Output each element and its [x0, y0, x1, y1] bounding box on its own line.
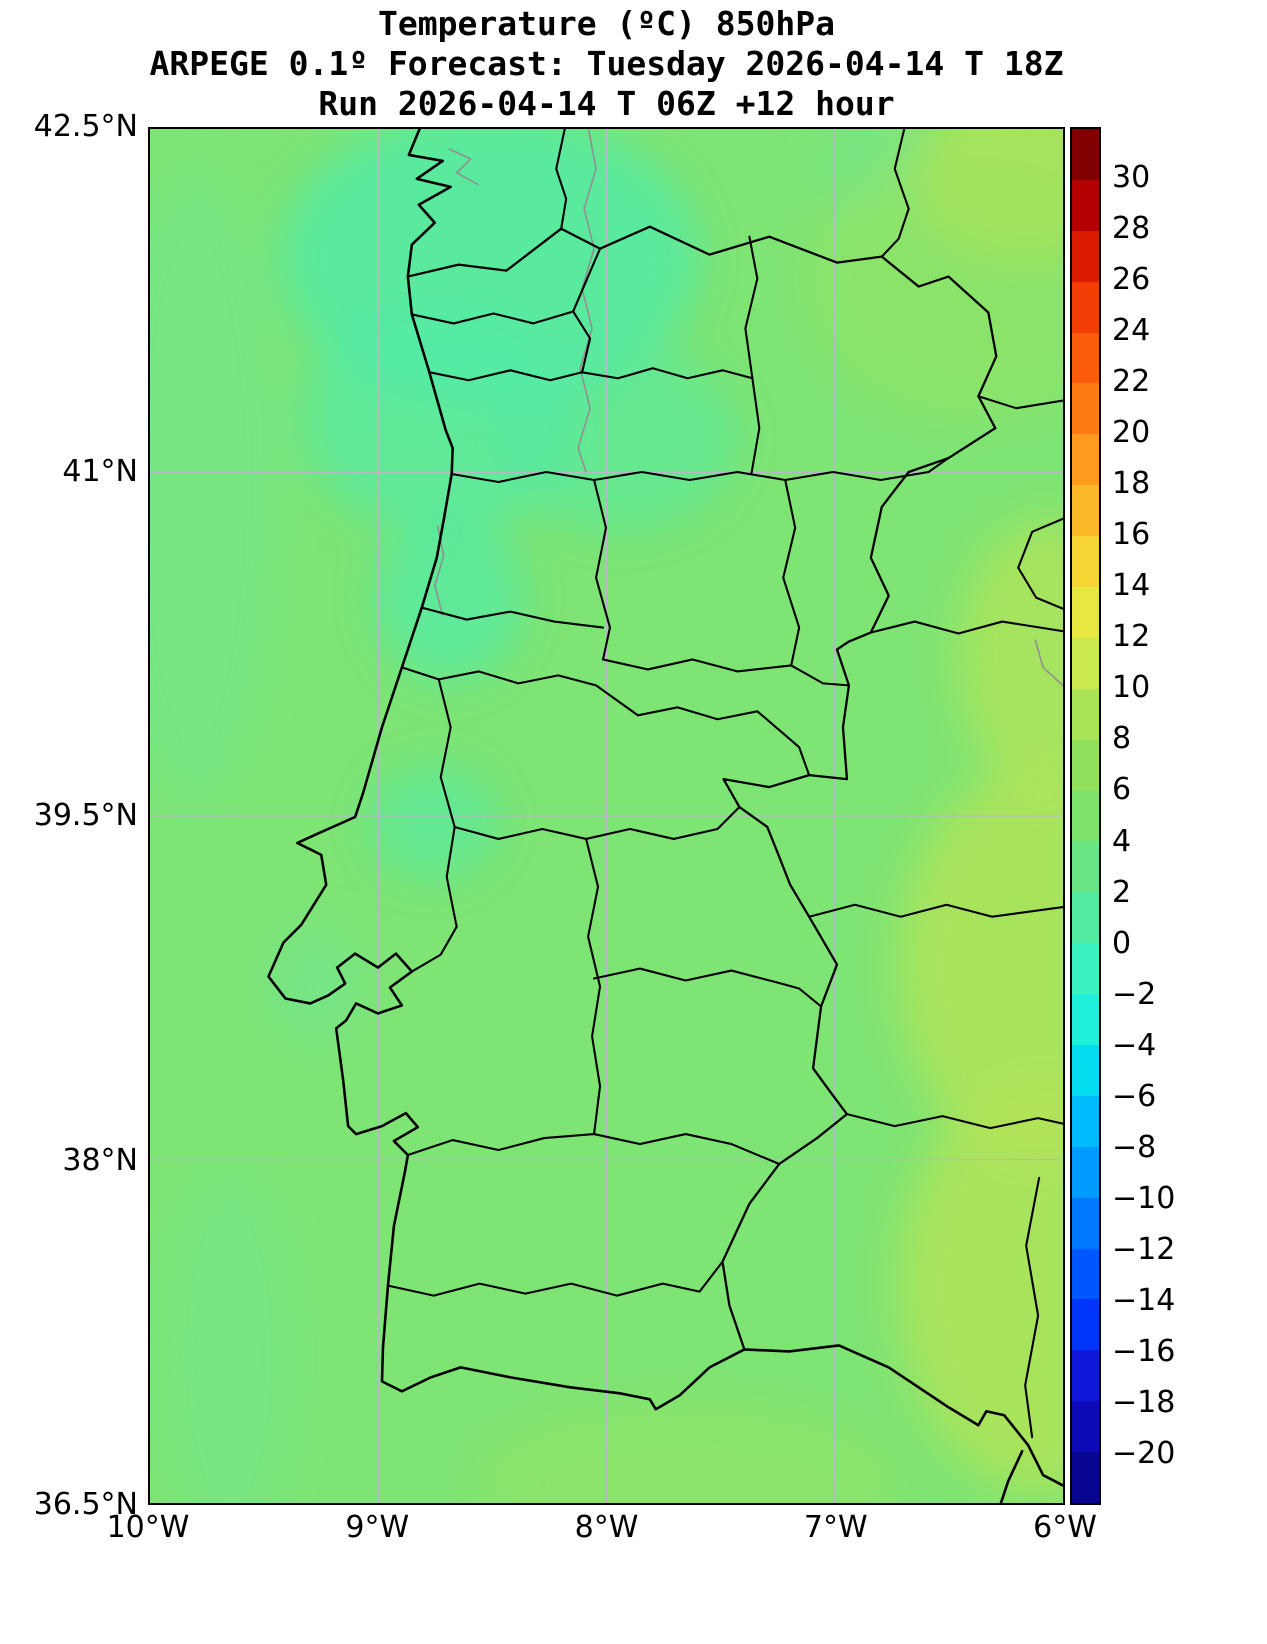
title-line-3: Run 2026-04-14 T 06Z +12 hour — [318, 84, 895, 123]
colorbar-band — [1072, 434, 1099, 486]
colorbar — [1070, 127, 1101, 1505]
y-tick-label: 41°N — [62, 453, 138, 489]
temperature-blob — [807, 139, 1063, 419]
temperature-blob — [896, 1076, 1063, 1495]
colorbar-band — [1072, 1350, 1099, 1402]
title-line-2: ARPEGE 0.1º Forecast: Tuesday 2026-04-14… — [149, 44, 1064, 83]
temperature-blob — [896, 767, 1063, 1166]
grid-lines — [150, 129, 1063, 1503]
colorbar-band — [1072, 1401, 1099, 1453]
temperature-blob — [159, 1166, 300, 1503]
colorbar-band — [1072, 1045, 1099, 1096]
colorbar-tick-label: 10 — [1112, 670, 1151, 706]
colorbar-tick-label: 0 — [1112, 925, 1132, 961]
temperature-blob — [264, 921, 365, 1052]
colorbar-tick-label: −6 — [1112, 1078, 1157, 1114]
figure-title: Temperature (ºC) 850hPa ARPEGE 0.1º Fore… — [148, 4, 1065, 124]
colorbar-tick-label: 4 — [1112, 823, 1132, 859]
colorbar-band — [1072, 790, 1099, 842]
boundaries-group — [267, 129, 1063, 1503]
coastline-path — [267, 129, 1063, 1487]
colorbar-band — [1072, 1299, 1099, 1351]
map-plot-area — [148, 127, 1065, 1505]
colorbar-tick-label: −14 — [1112, 1282, 1176, 1318]
y-tick-label: 42.5°N — [33, 109, 138, 144]
colorbar-tick-label: 6 — [1112, 772, 1132, 808]
colorbar-tick-label: −10 — [1112, 1180, 1176, 1216]
colorbar-band — [1072, 179, 1099, 231]
colorbar-band — [1072, 943, 1099, 995]
title-line-1: Temperature (ºC) 850hPa — [378, 4, 835, 43]
colorbar-band — [1072, 1095, 1099, 1147]
x-tick-label: 7°W — [803, 1510, 868, 1545]
colorbar-band — [1072, 994, 1099, 1046]
colorbar-band — [1072, 1197, 1099, 1249]
colorbar-band — [1072, 739, 1099, 791]
district-boundaries-group — [386, 235, 950, 1297]
colorbar-tick-label: 24 — [1112, 313, 1151, 349]
colorbar-tick-label: −16 — [1112, 1333, 1176, 1369]
colorbar-band — [1072, 1248, 1099, 1300]
y-tick-label: 38°N — [62, 1142, 138, 1178]
x-tick-label: 10°W — [106, 1510, 190, 1545]
colorbar-band — [1072, 383, 1099, 435]
colorbar-band — [1072, 688, 1099, 740]
y-tick-label: 36.5°N — [33, 1487, 138, 1522]
temperature-map-canvas — [150, 129, 1063, 1503]
colorbar-tick-label: 18 — [1112, 466, 1151, 502]
temperature-blob — [374, 512, 524, 683]
colorbar-tick-label: 20 — [1112, 415, 1151, 451]
colorbar-tick-label: 26 — [1112, 262, 1151, 298]
colorbar-tick-label: 14 — [1112, 568, 1151, 604]
river-minho — [577, 129, 597, 473]
colorbar-band — [1072, 1146, 1099, 1198]
temperature-field-blobs — [150, 129, 1063, 1503]
colorbar-tick-label: 12 — [1112, 619, 1151, 655]
colorbar-tick-label: −8 — [1112, 1129, 1157, 1165]
colorbar-band — [1072, 587, 1099, 638]
portugal-spain-border-path — [406, 225, 998, 1351]
colorbar-tick-label: 8 — [1112, 721, 1132, 757]
colorbar-tick-label: −2 — [1112, 976, 1157, 1012]
colorbar-band — [1072, 841, 1099, 893]
coastline-spur — [999, 1449, 1024, 1503]
colorbar-band — [1072, 637, 1099, 689]
temperature-blob — [150, 168, 280, 807]
temperature-blob — [478, 1405, 897, 1503]
colorbar-tick-label: 22 — [1112, 364, 1151, 400]
colorbar-band — [1072, 892, 1099, 944]
colorbar-tick-label: −20 — [1112, 1435, 1176, 1471]
ria-galicia — [448, 148, 479, 186]
colorbar-band — [1072, 1452, 1099, 1504]
river-right-edge — [1034, 639, 1063, 687]
colorbar-tick-label: −12 — [1112, 1231, 1176, 1267]
temperature-blob — [498, 343, 738, 533]
colorbar-band — [1072, 281, 1099, 333]
y-tick-label: 39.5°N — [33, 798, 138, 833]
colorbar-tick-label: 2 — [1112, 874, 1132, 910]
colorbar-band — [1072, 485, 1099, 537]
colorbar-band — [1072, 230, 1099, 282]
colorbar-tick-label: −4 — [1112, 1027, 1157, 1063]
colorbar-band — [1072, 129, 1099, 180]
x-tick-label: 8°W — [574, 1510, 639, 1545]
colorbar-tick-label: 30 — [1112, 160, 1151, 196]
spain-province-boundaries-group — [555, 129, 1063, 1439]
colorbar-tick-label: 16 — [1112, 517, 1151, 553]
colorbar-band — [1072, 332, 1099, 384]
x-tick-label: 9°W — [345, 1510, 410, 1545]
colorbar-band — [1072, 536, 1099, 588]
x-tick-label: 6°W — [1033, 1510, 1097, 1545]
temperature-blob — [956, 517, 1063, 798]
colorbar-tick-label: −18 — [1112, 1384, 1176, 1420]
temperature-blob — [369, 764, 499, 880]
colorbar-tick-label: 28 — [1112, 211, 1151, 247]
